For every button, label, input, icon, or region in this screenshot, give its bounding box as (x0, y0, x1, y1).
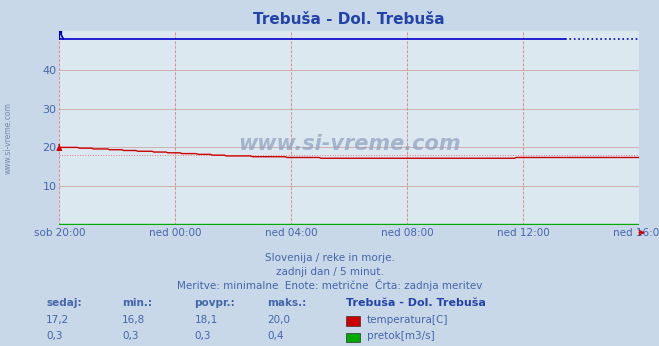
Text: sedaj:: sedaj: (46, 298, 82, 308)
Text: 0,3: 0,3 (46, 331, 63, 342)
Text: 18,1: 18,1 (194, 315, 217, 325)
Text: www.si-vreme.com: www.si-vreme.com (3, 102, 13, 174)
Text: pretok[m3/s]: pretok[m3/s] (367, 331, 435, 342)
Text: 16,8: 16,8 (122, 315, 145, 325)
Text: Trebuša - Dol. Trebuša: Trebuša - Dol. Trebuša (346, 298, 486, 308)
Text: 0,3: 0,3 (122, 331, 138, 342)
Text: temperatura[C]: temperatura[C] (367, 315, 449, 325)
Title: Trebuša - Dol. Trebuša: Trebuša - Dol. Trebuša (254, 12, 445, 27)
Text: Meritve: minimalne  Enote: metrične  Črta: zadnja meritev: Meritve: minimalne Enote: metrične Črta:… (177, 279, 482, 291)
Text: 0,3: 0,3 (194, 331, 211, 342)
Text: min.:: min.: (122, 298, 152, 308)
Text: Slovenija / reke in morje.: Slovenija / reke in morje. (264, 253, 395, 263)
Text: zadnji dan / 5 minut.: zadnji dan / 5 minut. (275, 267, 384, 277)
Text: povpr.:: povpr.: (194, 298, 235, 308)
Text: 17,2: 17,2 (46, 315, 69, 325)
Text: 0,4: 0,4 (267, 331, 283, 342)
Text: www.si-vreme.com: www.si-vreme.com (238, 134, 461, 154)
Text: 20,0: 20,0 (267, 315, 290, 325)
Text: maks.:: maks.: (267, 298, 306, 308)
